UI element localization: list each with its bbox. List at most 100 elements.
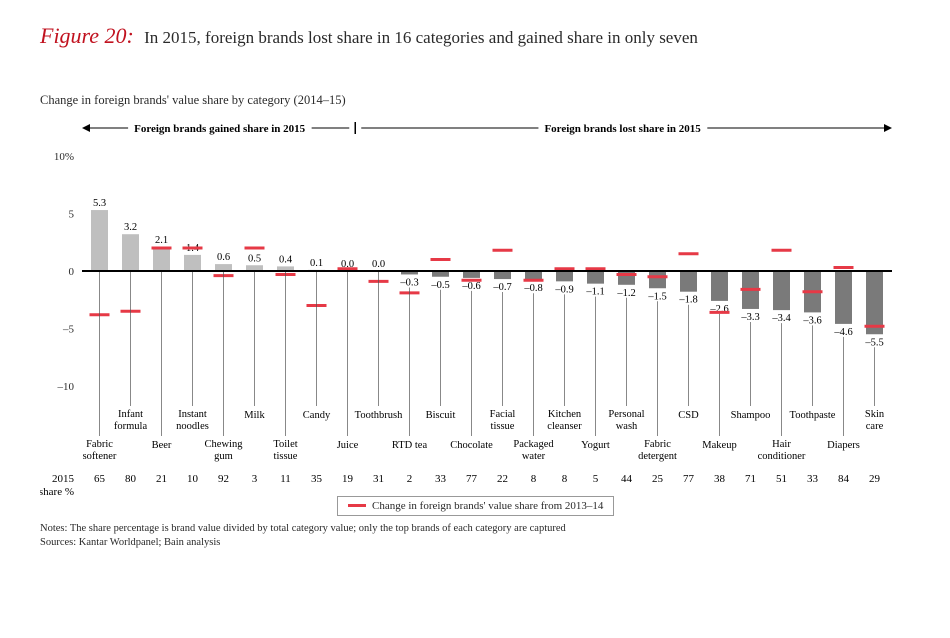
category-label: cleanser <box>547 421 582 432</box>
bar <box>649 271 666 288</box>
bar <box>153 246 170 270</box>
category-label: CSD <box>678 410 699 421</box>
share-row-label: 2015 <box>52 473 75 485</box>
share-value: 92 <box>218 473 229 485</box>
category-label: Packaged <box>513 439 554 450</box>
y-tick-label: –10 <box>57 381 75 393</box>
category-label: Milk <box>244 410 265 421</box>
category-label: Beer <box>152 440 172 451</box>
legend: Change in foreign brands' value share fr… <box>337 496 614 516</box>
share-value: 3 <box>252 473 258 485</box>
category-label: Candy <box>303 410 331 421</box>
bar-value-label: 5.3 <box>93 198 106 209</box>
category-label: Infant <box>118 409 143 420</box>
category-label: Skin <box>865 409 885 420</box>
share-value: 5 <box>593 473 599 485</box>
bar <box>711 271 728 301</box>
arrow-left-icon <box>82 124 90 132</box>
share-value: 8 <box>562 473 568 485</box>
bar-value-label: 0.4 <box>279 254 293 265</box>
category-label: formula <box>114 421 148 432</box>
y-tick-label: 5 <box>69 208 75 220</box>
arrow-right-icon <box>884 124 892 132</box>
category-label: detergent <box>638 451 677 462</box>
share-value: 44 <box>621 473 633 485</box>
notes-line: Notes: The share percentage is brand val… <box>40 522 910 536</box>
category-label: wash <box>616 421 638 432</box>
bar-value-label: –1.2 <box>616 287 635 298</box>
share-value: 19 <box>342 473 354 485</box>
category-label: Kitchen <box>548 409 582 420</box>
category-label: Chocolate <box>450 440 493 451</box>
legend-swatch <box>348 504 366 507</box>
share-value: 11 <box>280 473 291 485</box>
bar-value-label: –0.7 <box>492 282 511 293</box>
bar <box>463 271 480 278</box>
sources-line: Sources: Kantar Worldpanel; Bain analysi… <box>40 536 910 550</box>
bar-value-label: –3.6 <box>802 315 821 326</box>
bar <box>215 264 232 271</box>
share-value: 8 <box>531 473 537 485</box>
bar-value-label: –1.8 <box>678 294 697 305</box>
bar-value-label: 2.1 <box>155 234 168 245</box>
category-label: Makeup <box>702 440 736 451</box>
share-value: 51 <box>776 473 787 485</box>
share-value: 33 <box>435 473 447 485</box>
category-label: Toothbrush <box>355 410 403 421</box>
bar-value-label: –4.6 <box>833 326 852 337</box>
share-value: 35 <box>311 473 323 485</box>
chart-area: 10%50–5–10Foreign brands gained share in… <box>40 116 910 516</box>
share-value: 29 <box>869 473 881 485</box>
category-label: gum <box>214 451 233 462</box>
share-value: 38 <box>714 473 726 485</box>
category-label: care <box>866 421 884 432</box>
bar <box>494 271 511 279</box>
bar-value-label: 0.1 <box>310 257 323 268</box>
figure-page: Figure 20: In 2015, foreign brands lost … <box>0 0 950 638</box>
category-label: Toilet <box>273 439 297 450</box>
category-label: Diapers <box>827 440 860 451</box>
bar <box>680 271 697 292</box>
share-value: 77 <box>466 473 478 485</box>
share-value: 10 <box>187 473 199 485</box>
figure-title: In 2015, foreign brands lost share in 16… <box>144 28 698 47</box>
share-value: 2 <box>407 473 413 485</box>
category-label: noodles <box>176 421 209 432</box>
bar-value-label: 3.2 <box>124 222 137 233</box>
bar-value-label: 0.5 <box>248 253 261 264</box>
share-value: 80 <box>125 473 137 485</box>
bar <box>184 254 201 270</box>
group-label: Foreign brands lost share in 2015 <box>544 123 701 135</box>
share-value: 21 <box>156 473 167 485</box>
group-label: Foreign brands gained share in 2015 <box>134 123 306 135</box>
bar-value-label: –1.1 <box>585 286 604 297</box>
share-value: 31 <box>373 473 384 485</box>
bar-value-label: –1.5 <box>647 291 666 302</box>
figure-subtitle: Change in foreign brands' value share by… <box>40 93 910 108</box>
category-label: water <box>522 451 546 462</box>
figure-title-line: Figure 20: In 2015, foreign brands lost … <box>40 22 910 51</box>
category-label: conditioner <box>758 451 806 462</box>
share-value: 22 <box>497 473 508 485</box>
category-label: Facial <box>490 409 516 420</box>
y-tick-label: –5 <box>62 323 75 335</box>
category-label: tissue <box>274 451 298 462</box>
share-value: 84 <box>838 473 850 485</box>
legend-text: Change in foreign brands' value share fr… <box>372 500 603 512</box>
bar <box>556 271 573 281</box>
bar <box>835 271 852 324</box>
y-tick-label: 0 <box>69 266 75 278</box>
figure-notes: Notes: The share percentage is brand val… <box>40 522 910 550</box>
bar-value-label: –0.6 <box>461 280 480 291</box>
category-label: Shampoo <box>731 410 771 421</box>
category-label: RTD tea <box>392 440 428 451</box>
bar-value-label: –0.8 <box>523 283 542 294</box>
category-label: Fabric <box>86 439 113 450</box>
share-value: 65 <box>94 473 106 485</box>
category-label: Toothpaste <box>790 410 836 421</box>
category-label: Hair <box>772 439 791 450</box>
share-value: 71 <box>745 473 756 485</box>
share-value: 77 <box>683 473 695 485</box>
bar-value-label: –0.3 <box>399 277 418 288</box>
category-label: Biscuit <box>426 410 456 421</box>
